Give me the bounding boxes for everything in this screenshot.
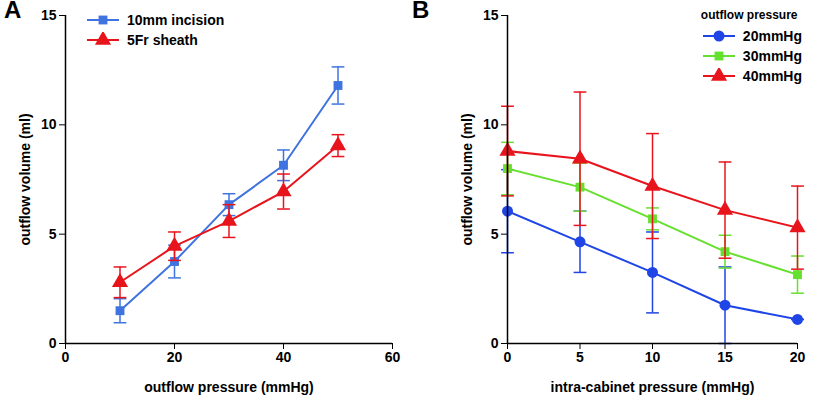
html-text:20mmHg: 20mmHg	[742, 28, 802, 44]
svg-text:5: 5	[576, 349, 584, 365]
html-text:5Fr sheath: 5Fr sheath	[127, 32, 198, 48]
svg-text:20: 20	[790, 349, 806, 365]
svg-text:15: 15	[41, 7, 57, 23]
html-text:30mmHg: 30mmHg	[742, 48, 802, 64]
svg-text:0: 0	[62, 349, 70, 365]
svg-text:15: 15	[717, 349, 733, 365]
svg-text:0: 0	[49, 335, 57, 351]
svg-text:40: 40	[276, 349, 292, 365]
html-text:10mm incision: 10mm incision	[127, 12, 225, 28]
svg-text:outflow volume (ml): outflow volume (ml)	[459, 113, 475, 245]
svg-text:outflow pressure (mmHg): outflow pressure (mmHg)	[144, 379, 314, 395]
svg-text:0: 0	[491, 335, 499, 351]
svg-text:10: 10	[645, 349, 661, 365]
svg-text:15: 15	[483, 7, 499, 23]
svg-text:10: 10	[41, 116, 57, 132]
svg-text:5: 5	[491, 226, 499, 242]
svg-text:20: 20	[167, 349, 183, 365]
svg-text:60: 60	[385, 349, 401, 365]
svg-text:10: 10	[483, 116, 499, 132]
svg-text:outflow volume (ml): outflow volume (ml)	[17, 113, 33, 245]
svg-text:5: 5	[49, 226, 57, 242]
html-text:outflow pressure: outflow pressure	[700, 8, 798, 22]
svg-text:0: 0	[504, 349, 512, 365]
svg-text:intra-cabinet pressure (mmHg): intra-cabinet pressure (mmHg)	[551, 379, 755, 395]
html-text:40mmHg: 40mmHg	[742, 68, 802, 84]
